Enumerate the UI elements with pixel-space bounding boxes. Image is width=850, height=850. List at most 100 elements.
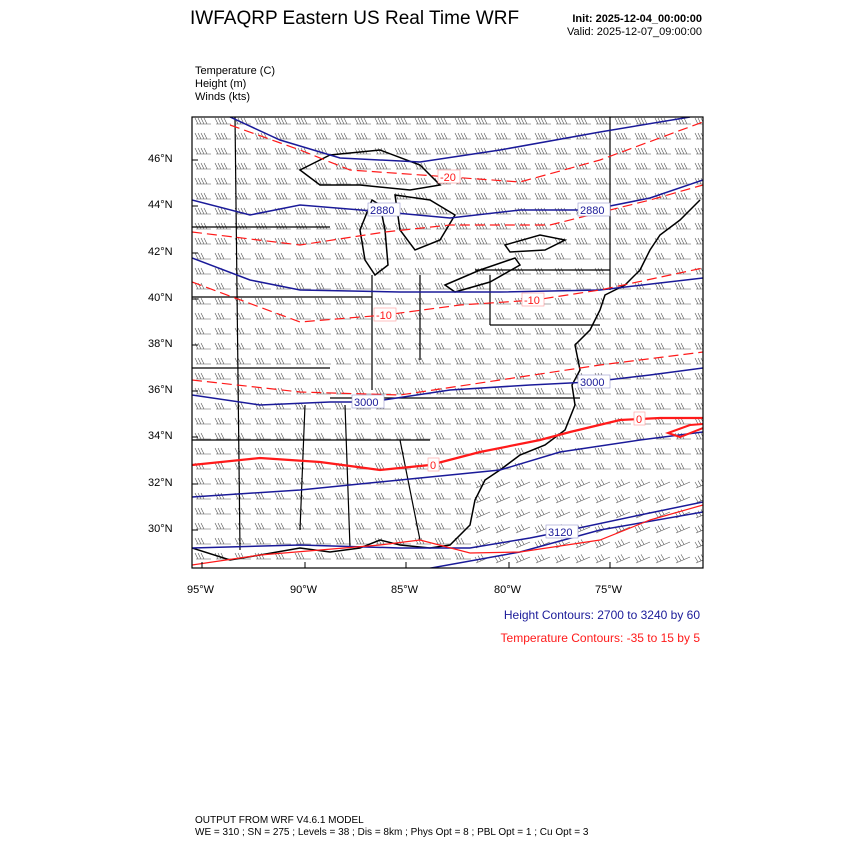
wind-barb	[454, 522, 471, 530]
wind-barb	[214, 297, 231, 305]
wind-barb	[494, 132, 511, 140]
wind-barb	[294, 462, 311, 470]
wind-barb	[374, 162, 391, 170]
wind-barb	[454, 417, 471, 425]
wind-barb	[654, 539, 671, 549]
wind-barb	[514, 132, 531, 140]
wind-barb	[314, 357, 331, 365]
wind-barb	[314, 372, 331, 380]
wind-barb	[694, 132, 703, 140]
wind-barb	[634, 252, 651, 260]
lake-superior	[298, 149, 442, 191]
temperature-contour	[192, 416, 703, 472]
wind-barb	[494, 192, 511, 200]
wind-barb	[674, 267, 691, 275]
wind-barb	[294, 477, 311, 485]
wind-barb	[434, 147, 451, 155]
wind-barb	[594, 267, 611, 275]
lat-tick-label: 32°N	[148, 477, 173, 489]
wind-barb	[494, 554, 511, 564]
wind-barb	[434, 522, 451, 530]
wind-barb	[274, 162, 291, 170]
wind-barb	[394, 312, 411, 320]
wind-barb	[214, 327, 231, 335]
wind-barb	[474, 447, 491, 455]
wind-barb	[374, 552, 391, 560]
model-info: OUTPUT FROM WRF V4.6.1 MODEL	[195, 815, 364, 826]
wind-barb	[194, 267, 211, 275]
temperature-label: 0	[633, 411, 646, 426]
temperature-contour	[664, 423, 703, 439]
wind-barb	[394, 297, 411, 305]
wind-barb	[254, 537, 271, 545]
wind-barb	[554, 162, 571, 170]
wind-barb	[674, 462, 691, 470]
wind-barb	[194, 162, 211, 170]
wind-barb	[234, 432, 251, 440]
wind-barb	[214, 117, 231, 125]
wind-barb	[274, 477, 291, 485]
wind-barb	[394, 117, 411, 125]
wind-barb	[634, 132, 651, 140]
wind-barb	[334, 237, 351, 245]
wind-barb	[194, 342, 211, 350]
wind-barb	[414, 477, 431, 485]
wind-barb	[434, 282, 451, 290]
wind-barb	[354, 282, 371, 290]
wind-barb	[354, 537, 371, 545]
lake-huron	[394, 194, 457, 251]
wind-barb	[334, 117, 351, 125]
wind-barb	[274, 132, 291, 140]
svg-text:0: 0	[430, 460, 436, 472]
height-contour	[426, 511, 703, 568]
wind-barb	[234, 252, 251, 260]
wind-barb	[294, 267, 311, 275]
wind-barb	[414, 207, 431, 215]
wind-barb	[194, 327, 211, 335]
wind-barb	[554, 372, 571, 380]
wind-barb	[674, 524, 691, 534]
wind-barb	[494, 509, 511, 519]
wind-barb	[354, 147, 371, 155]
wind-barb	[274, 297, 291, 305]
wind-barb	[274, 147, 291, 155]
wind-barb	[274, 237, 291, 245]
wind-barb	[574, 554, 591, 564]
wind-barb	[214, 447, 231, 455]
wind-barb	[594, 117, 611, 125]
wind-barb	[274, 462, 291, 470]
wind-barb	[494, 402, 511, 410]
wind-barb	[634, 524, 651, 534]
wind-barb	[514, 554, 531, 564]
wind-barb	[434, 537, 451, 545]
wind-barb	[214, 267, 231, 275]
wind-barb	[194, 207, 211, 215]
wind-barb	[454, 552, 471, 560]
lat-tick-label: 40°N	[148, 292, 173, 304]
wind-barb	[694, 147, 703, 155]
wind-barb	[654, 297, 671, 305]
wind-barb	[574, 494, 591, 504]
wind-barb	[274, 507, 291, 515]
wind-barb	[294, 507, 311, 515]
wind-barb	[614, 117, 631, 125]
wind-barb	[354, 312, 371, 320]
wind-barb	[394, 267, 411, 275]
wind-barb	[694, 539, 703, 549]
wind-barb	[274, 192, 291, 200]
wind-barb	[234, 357, 251, 365]
wind-barb	[634, 479, 651, 489]
wind-barb	[434, 342, 451, 350]
wind-barb	[254, 297, 271, 305]
wind-barb	[274, 222, 291, 230]
wind-barb	[434, 477, 451, 485]
wind-barb	[294, 177, 311, 185]
wind-barb	[694, 252, 703, 260]
wind-barb	[254, 117, 271, 125]
svg-text:3120: 3120	[548, 527, 572, 539]
wind-barb	[614, 524, 631, 534]
wind-barb	[494, 297, 511, 305]
wind-barb	[454, 492, 471, 500]
wind-barb	[694, 237, 703, 245]
